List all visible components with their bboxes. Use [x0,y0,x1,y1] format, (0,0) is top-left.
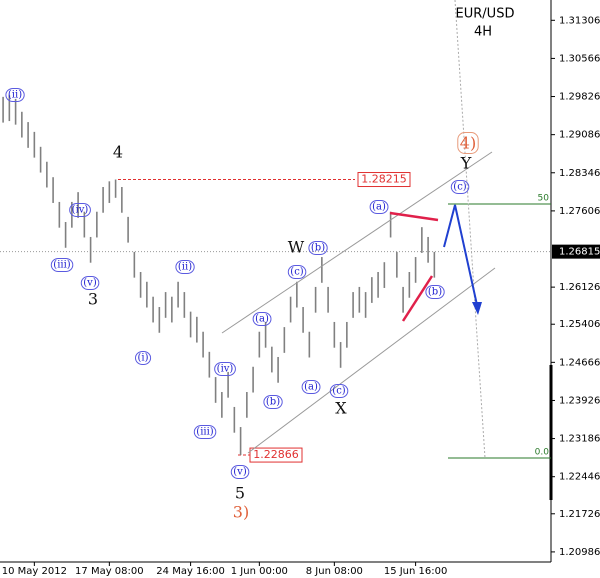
y-tick-label: 1.21726 [559,509,600,520]
y-tick-label: 1.27606 [559,206,600,217]
current-price-label: 1.26815 [559,247,600,258]
fib-label: 50 [538,193,550,203]
label-outline [5,88,25,102]
wave-label: (b) [428,287,442,298]
label-outline [134,351,152,365]
current-price-box [552,244,600,259]
wave-label: (a) [304,382,318,393]
label-outline [369,200,389,214]
label-outline [80,276,100,290]
wave-label: (i) [137,353,148,364]
y-tick-label: 1.28346 [559,168,600,179]
label-outline [193,425,217,439]
price-level-box [249,447,303,463]
label-outline [425,285,445,299]
wave-label: (ii) [8,90,22,101]
wave-label: (v) [233,467,247,478]
y-tick-label: 1.24666 [559,357,600,368]
y-tick-label: 1.29826 [559,92,600,103]
triangle-bottom [401,275,434,322]
projection-line [454,0,486,459]
wave-label: (b) [266,397,280,408]
wave-label: 4 [113,143,123,162]
wave-label: (iii) [196,427,213,438]
label-outline [287,265,307,279]
channel-lower [247,267,496,454]
fib-label: 0.0 [535,447,550,457]
y-tick-label: 1.23926 [559,395,600,406]
x-tick-label: 10 May 2012 [2,566,67,577]
price-level-label: 1.22866 [253,448,299,461]
x-tick-label: 24 May 16:00 [156,566,225,577]
y-tick-label: 1.23186 [559,434,600,445]
label-outline [69,203,91,217]
overlay [221,0,496,459]
y-tick-label: 1.31306 [559,15,600,26]
label-outline [301,380,321,394]
label-outline [308,241,328,255]
wave-label: 3) [233,503,249,522]
label-outline [263,395,283,409]
triangle-top [389,211,439,222]
wave-label: (c) [332,386,346,397]
forecast-arrow [443,204,478,306]
wave-label: (a) [372,202,386,213]
wave-label: Y [460,154,472,173]
wave-label: (a) [255,314,269,325]
chart-title: EUR/USD [456,7,515,22]
y-tick-label: 1.25406 [559,319,600,330]
x-tick-label: 1 Jun 00:00 [231,566,288,577]
label-outline [329,384,349,398]
label-outline [175,260,195,274]
x-tick-label: 15 Jun 16:00 [384,566,448,577]
y-tick-label: 1.29086 [559,130,600,141]
price-level-label: 1.28215 [361,173,407,186]
channel-upper [221,151,493,334]
wave-label: 5 [235,484,245,503]
wave-label: (iv) [72,205,89,216]
y-tick-label: 1.20986 [559,547,600,558]
y-tick-label: 1.26126 [559,282,600,293]
y-tick-label: 1.30566 [559,53,600,64]
y-tick-label: 1.22446 [559,472,600,483]
arrow-head [472,302,482,315]
wave-label: W [288,238,305,257]
wave-labels: (ii) (iii) (iv) (v) 3 4 (ii) (i) (iv) (i… [5,88,479,522]
wave-label: (v) [83,278,97,289]
wave-label: X [335,399,347,418]
wave-label: (ii) [178,262,192,273]
label-outline [457,132,479,154]
wave-label: (iii) [53,260,70,271]
x-tick-label: 17 May 08:00 [75,566,144,577]
wave-label: (b) [311,243,325,254]
wave-label: 4) [460,134,476,153]
wave-label: 3 [88,290,98,309]
label-outline [214,362,236,376]
x-tick-label: 8 Jun 08:00 [306,566,363,577]
label-outline [230,465,250,479]
chart-subtitle: 4H [474,25,492,40]
label-outline [50,258,74,272]
wave-label: (c) [453,182,467,193]
label-outline [450,180,470,194]
wave-label: (c) [290,267,304,278]
wave-label: (iv) [217,364,234,375]
label-outline [252,312,272,326]
price-level-box [357,172,411,188]
